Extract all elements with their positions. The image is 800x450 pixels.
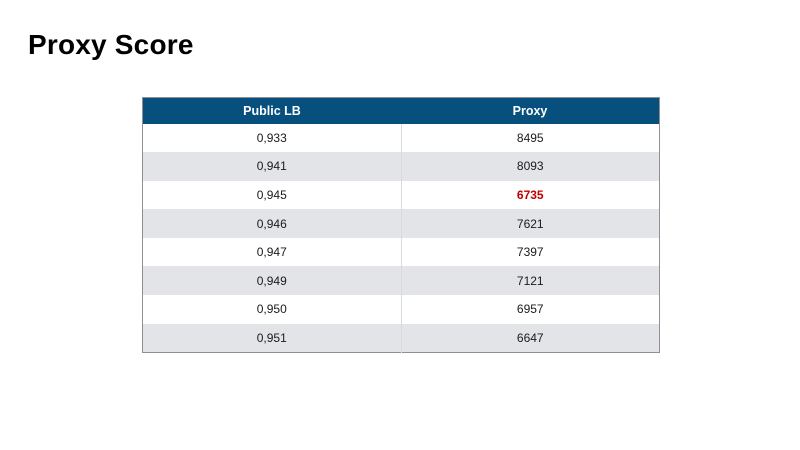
cell-proxy: 7397	[400, 237, 660, 267]
cell-proxy: 7121	[400, 266, 660, 296]
cell-public-lb: 0,951	[142, 323, 401, 353]
cell-public-lb: 0,949	[142, 266, 401, 296]
cell-public-lb: 0,941	[142, 152, 401, 181]
cell-public-lb: 0,933	[142, 123, 401, 153]
page-title: Proxy Score	[28, 29, 194, 60]
table-row: 0,945 6735	[142, 180, 660, 210]
cell-public-lb: 0,950	[142, 295, 401, 324]
cell-proxy: 6957	[400, 295, 660, 324]
table-row: 0,946 7621	[142, 209, 660, 238]
cell-proxy: 8093	[400, 152, 660, 181]
table-row: 0,950 6957	[142, 295, 660, 324]
cell-proxy: 6647	[400, 323, 660, 353]
table-header: Public LB Proxy	[142, 97, 660, 124]
table-row: 0,941 8093	[142, 152, 660, 181]
cell-public-lb: 0,947	[142, 237, 401, 267]
table-body: 0,933 8495 0,941 8093 0,945 6735 0,946 7621 0,94…	[142, 123, 660, 353]
table-row: 0,949 7121	[142, 266, 660, 296]
col-header-proxy: Proxy	[401, 97, 660, 124]
cell-public-lb: 0,946	[142, 209, 401, 238]
cell-public-lb: 0,945	[142, 180, 401, 210]
table-header-row: Public LB Proxy	[142, 97, 660, 124]
cell-proxy: 7621	[400, 209, 660, 238]
highlighted-proxy-value: 6735	[400, 180, 660, 210]
table-row: 0,951 6647	[142, 323, 660, 353]
proxy-score-table: Public LB Proxy 0,933 8495 0,941 8093 0,945 6…	[142, 97, 660, 353]
proxy-score-table-container: Public LB Proxy 0,933 8495 0,941 8093 0,945 6…	[142, 97, 660, 353]
table-row: 0,933 8495	[142, 123, 660, 153]
col-header-public-lb: Public LB	[142, 97, 401, 124]
table-row: 0,947 7397	[142, 237, 660, 267]
cell-proxy: 8495	[400, 123, 660, 153]
